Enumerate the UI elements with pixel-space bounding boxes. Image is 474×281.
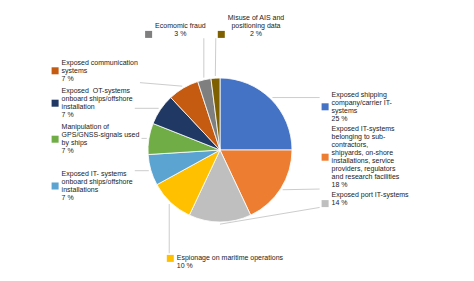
leader-line [283, 189, 320, 191]
slice-label: Exposed IT- systemsonboard ships/offshor… [62, 170, 133, 201]
slice-label: Exposed communicationsystems7 % [62, 59, 138, 82]
slice-label: Exposed shippingcompany/carrier IT-syste… [332, 91, 393, 122]
label-marker [52, 136, 59, 143]
label-marker [52, 67, 59, 74]
slice-label: Exposed port IT-systems14 % [332, 191, 410, 206]
label-marker [52, 183, 59, 190]
pie-slice [148, 150, 220, 185]
leader-line [135, 170, 149, 171]
leader-lines [135, 38, 320, 253]
chart: Exposed shippingcompany/carrier IT-syste… [0, 0, 474, 281]
leader-line [142, 138, 147, 139]
label-marker [52, 100, 59, 107]
label-marker [322, 200, 329, 207]
leader-line [169, 204, 170, 253]
leader-line [220, 207, 320, 224]
leader-line [215, 38, 216, 76]
labels: Exposed shippingcompany/carrier IT-syste… [52, 14, 410, 269]
label-marker [218, 31, 225, 38]
pie-slice [220, 78, 292, 150]
slice-label: Manipulation ofGPS/GNSS-signals usedby s… [62, 123, 140, 154]
pie-slice [198, 79, 220, 150]
slice-label: Espionage on maritime operations10 % [177, 254, 284, 269]
slice-label: Exposed IT-systemsbelonging to sub-contr… [332, 125, 400, 188]
label-marker [322, 154, 329, 161]
pie [148, 78, 292, 222]
leader-line [203, 38, 204, 77]
label-marker [145, 31, 152, 38]
label-marker [322, 103, 329, 110]
pie-slice [211, 78, 220, 150]
leader-line [140, 83, 182, 87]
leader-line [135, 108, 159, 109]
slice-label: Exposed OT-systemsonboard ships/offshore… [62, 87, 133, 118]
label-marker [167, 255, 174, 262]
slice-label: Misuse of AIS andpositioning data2 % [228, 14, 285, 37]
leader-line [272, 97, 319, 98]
slice-label: Ecomomic fraud3 % [155, 22, 206, 37]
